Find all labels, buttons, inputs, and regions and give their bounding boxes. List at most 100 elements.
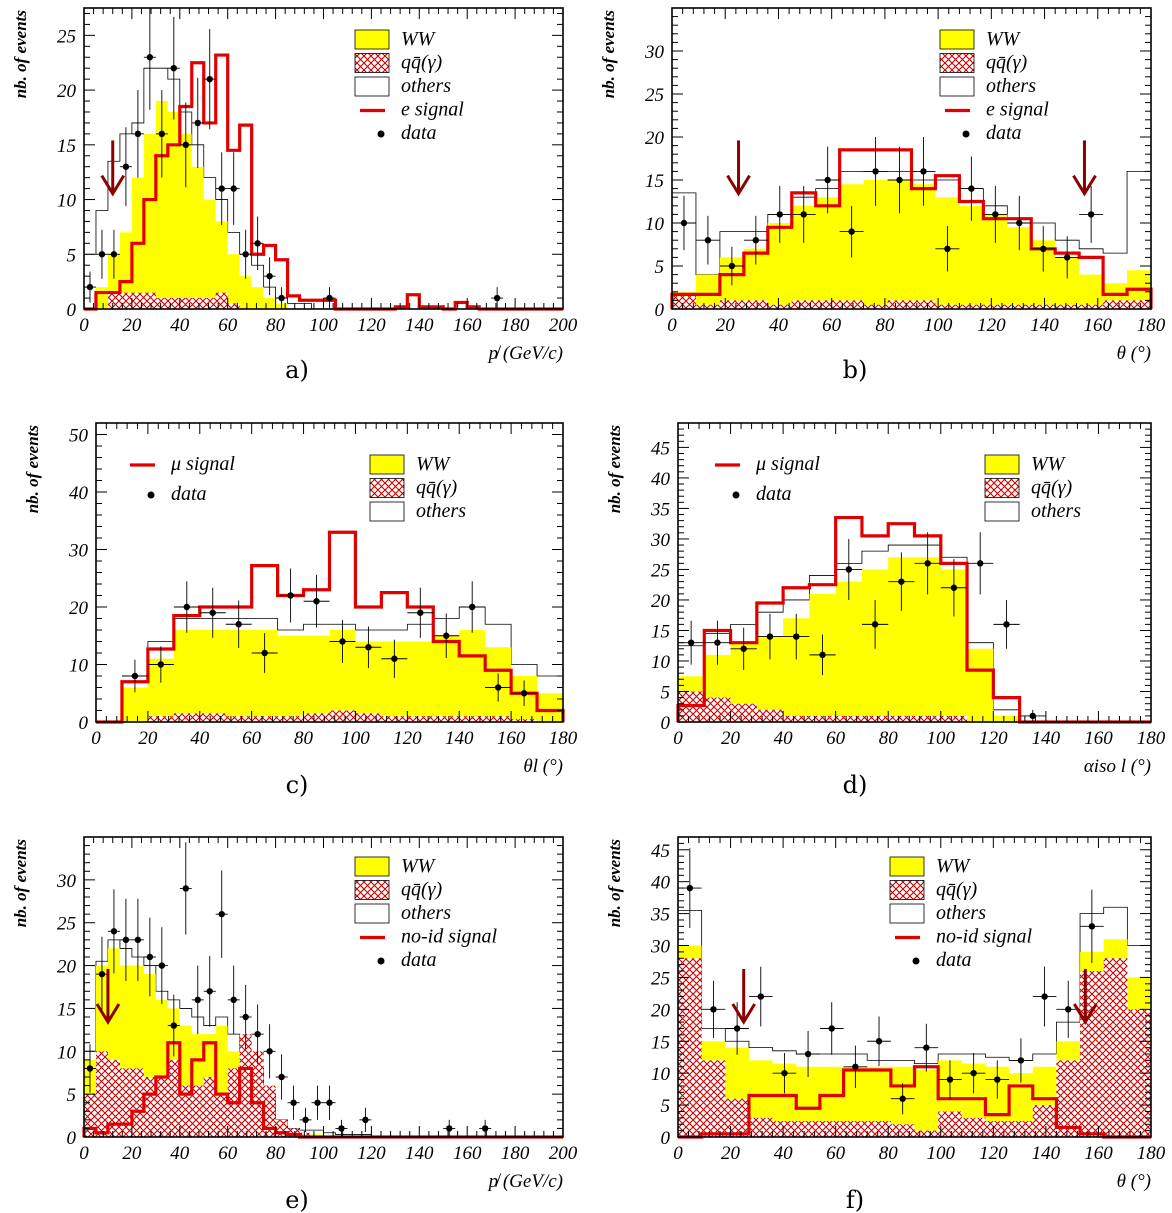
y-axis-label: nb. of events — [599, 10, 618, 99]
legend-item-ww: WW — [889, 855, 972, 877]
y-tick-label: 10 — [651, 1064, 671, 1085]
data-point — [863, 137, 888, 206]
data-point — [748, 966, 773, 1027]
data-point — [381, 639, 408, 678]
legend-item-qq: qq̄(γ) — [984, 477, 1073, 499]
legend-label: others — [416, 500, 466, 522]
data-point — [940, 559, 968, 617]
legend-label: data — [986, 122, 1022, 144]
legend-item-signal: μ signal — [130, 453, 235, 475]
legend-item-others: others — [354, 902, 451, 924]
data-point — [938, 1060, 962, 1099]
data-point — [121, 659, 148, 693]
y-tick-label: 25 — [57, 914, 76, 935]
data-point — [704, 620, 731, 665]
x-axis-label: p̸ (GeV/c) — [487, 1171, 563, 1192]
signal-histogram — [84, 53, 563, 311]
qq-histogram — [84, 1034, 563, 1137]
panel-label: d) — [843, 771, 868, 799]
y-tick-label: 30 — [644, 42, 665, 63]
legend-item-others: others — [939, 75, 1036, 97]
y-axis-label: nb. of events — [605, 839, 624, 928]
legend-label: others — [936, 902, 986, 924]
x-tick-label: 40 — [774, 1143, 794, 1164]
data-point — [672, 195, 696, 251]
legend-item-data: data — [962, 122, 1022, 144]
y-tick-label: 40 — [651, 873, 671, 894]
data-point — [203, 955, 216, 1027]
y-tick-label: 0 — [661, 1128, 671, 1149]
y-tick-label: 35 — [650, 905, 670, 926]
x-tick-label: 100 — [309, 1143, 338, 1164]
ww-histogram — [84, 101, 563, 309]
cut-arrow — [1073, 969, 1098, 1025]
data-point — [303, 574, 330, 628]
signal-histogram — [678, 1065, 1151, 1139]
data-point — [914, 1023, 939, 1072]
x-tick-label: 200 — [549, 1143, 578, 1164]
y-tick-label: 50 — [69, 426, 89, 447]
x-tick-label: 20 — [122, 1143, 142, 1164]
data-point — [179, 842, 192, 935]
data-point — [199, 587, 226, 638]
x-tick-label: 60 — [218, 315, 238, 336]
legend-item-signal: e signal — [945, 99, 1049, 121]
y-tick-label: 20 — [651, 591, 671, 612]
x-tick-label: 160 — [1084, 728, 1113, 749]
y-tick-label: 20 — [651, 1000, 671, 1021]
x-tick-label: 160 — [497, 728, 526, 749]
legend-item-ww: WW — [939, 28, 1022, 50]
cut-arrow — [731, 969, 756, 1025]
panel-label: f) — [846, 1186, 864, 1213]
data-point — [311, 1085, 324, 1120]
data-point — [407, 587, 434, 638]
x-tick-label: 140 — [1030, 315, 1059, 336]
data-point — [119, 898, 132, 981]
data-point — [914, 532, 941, 595]
data-point — [1031, 226, 1056, 272]
legend-label: μ signal — [170, 453, 235, 475]
qq-histogram — [96, 710, 563, 722]
data-point — [1007, 195, 1032, 251]
x-axis-label: θ (°) — [1117, 343, 1151, 364]
data-point — [323, 1085, 336, 1120]
data-point — [191, 77, 204, 169]
data-point — [983, 185, 1008, 243]
x-tick-label: 140 — [405, 315, 434, 336]
legend-label: data — [401, 949, 437, 971]
data-point — [815, 146, 840, 214]
y-tick-label: 10 — [69, 656, 89, 677]
data-point — [783, 613, 810, 660]
y-tick-label: 5 — [67, 245, 77, 266]
x-tick-label: 180 — [1137, 728, 1166, 749]
data-point — [251, 633, 278, 673]
y-tick-label: 15 — [651, 1032, 670, 1053]
qq-histogram — [678, 958, 1151, 1137]
y-axis-label: nb. of events — [605, 425, 624, 514]
legend-label: WW — [401, 855, 437, 877]
data-point — [719, 246, 744, 286]
data-point — [225, 600, 252, 648]
legend-label: μ signal — [755, 453, 820, 475]
data-point — [239, 984, 252, 1050]
y-axis-label: nb. of events — [23, 425, 42, 514]
data-point — [251, 1004, 264, 1064]
data-point — [772, 1052, 797, 1094]
legend-label: others — [401, 902, 451, 924]
x-tick-label: 40 — [769, 315, 789, 336]
x-tick-label: 120 — [393, 728, 422, 749]
y-tick-label: 25 — [57, 26, 76, 47]
data-point — [287, 1085, 300, 1120]
data-point — [1055, 236, 1080, 279]
data-point — [107, 889, 120, 974]
legend-label: no-id signal — [936, 926, 1033, 948]
data-point — [167, 16, 180, 120]
data-point — [167, 994, 180, 1057]
legend-label: others — [1031, 500, 1081, 522]
y-tick-label: 40 — [69, 483, 89, 504]
cut-arrow — [95, 969, 121, 1025]
data-point — [959, 156, 984, 221]
x-tick-label: 0 — [91, 728, 101, 749]
legend-item-signal: μ signal — [715, 453, 820, 475]
